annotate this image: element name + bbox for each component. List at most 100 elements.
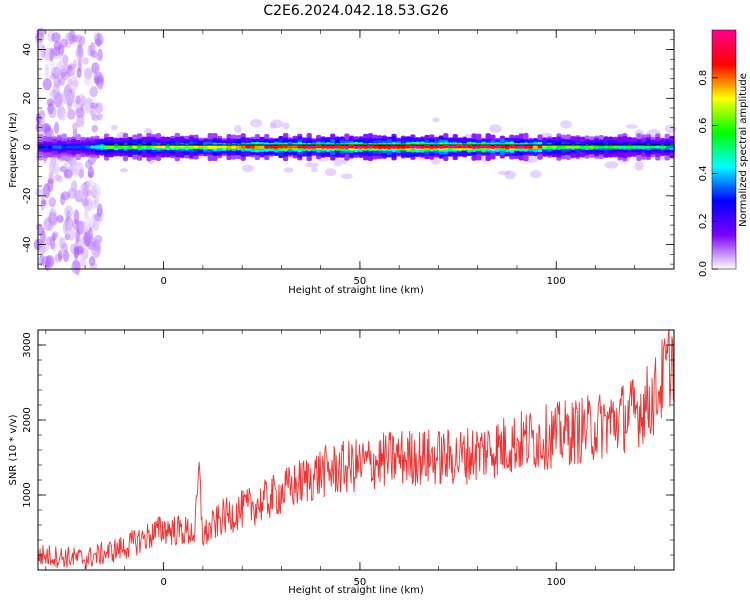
spectrogram-noise-cell — [489, 124, 502, 133]
spectrogram-cell — [56, 145, 63, 149]
spectrogram-noise-cell — [41, 255, 52, 268]
spectrogram-cell — [353, 145, 359, 149]
spectrogram-cell — [532, 145, 538, 149]
spectrogram-cell — [169, 145, 176, 149]
spectrogram-noise-cell — [84, 67, 93, 80]
spectrogram-cell — [320, 145, 326, 149]
spectrogram-cell — [61, 145, 67, 149]
spectrogram-cell — [179, 145, 185, 149]
spectrogram-noise-cell — [72, 122, 79, 132]
spectrogram-cell — [207, 145, 213, 149]
colorbar-label: Normalized spectral amplitude — [738, 73, 749, 227]
spectrogram-cell — [391, 145, 397, 149]
spectrogram-cell — [494, 145, 501, 149]
spectrogram-cell — [518, 145, 524, 149]
spectrogram-cell — [259, 145, 265, 149]
snr-frame — [37, 329, 675, 571]
spectrogram-noise-cell — [57, 76, 66, 86]
spectrogram-noise-cell — [42, 78, 52, 91]
spectrogram-y-tick-label: 40 — [22, 43, 33, 56]
spectrogram-noise-cell — [93, 72, 98, 81]
spectrogram-noise-cell — [604, 161, 619, 169]
spectrogram-noise-cell — [83, 210, 89, 220]
spectrogram-cell — [537, 145, 543, 149]
snr-y-axis-label: SNR (10 * v/v) — [8, 414, 19, 485]
spectrogram-noise-cell — [81, 220, 87, 235]
spectrogram-cell — [419, 145, 425, 149]
spectrogram-x-tick-label: 50 — [354, 276, 367, 287]
spectrogram-cell — [433, 145, 440, 149]
spectrogram-noise-cell — [120, 168, 129, 173]
spectrogram-noise-cell — [85, 216, 92, 232]
spectrogram-cell — [174, 145, 180, 149]
spectrogram-cell — [226, 145, 232, 149]
spectrogram-cell — [509, 145, 515, 149]
spectrogram-cell — [94, 145, 100, 149]
spectrogram-cell — [485, 145, 491, 149]
spectrogram-noise-cell — [76, 67, 82, 79]
snr-y-tick-label: 2000 — [22, 407, 33, 432]
spectrogram-cell — [311, 145, 317, 149]
spectrogram-cell — [184, 145, 190, 149]
spectrogram-noise-cell — [65, 92, 75, 106]
spectrogram-cell — [292, 145, 298, 149]
spectrogram-cell — [47, 145, 53, 149]
spectrogram-noise-cell — [83, 76, 91, 86]
spectrogram-noise-cell — [59, 38, 69, 48]
spectrogram-cell — [584, 145, 590, 149]
spectrogram-x-tick-label: 0 — [160, 276, 166, 287]
spectrogram-cell — [622, 145, 628, 149]
spectrogram-cell — [278, 145, 284, 149]
spectrogram-noise-cell — [48, 171, 54, 183]
spectrogram-cell — [377, 145, 383, 149]
spectrogram-cell — [381, 145, 388, 149]
spectrogram-cell — [367, 145, 374, 149]
spectrogram-noise-cell — [111, 124, 118, 131]
spectrogram-cell — [198, 145, 204, 149]
spectrogram-cell — [297, 145, 303, 149]
spectrogram-noise-cell — [56, 214, 64, 223]
spectrogram-cell — [527, 145, 534, 149]
spectrogram-cell — [240, 145, 246, 149]
spectrogram-noise-cell — [62, 219, 68, 235]
spectrogram-x-axis-label: Height of straight line (km) — [288, 285, 424, 296]
spectrogram-cell — [80, 145, 86, 149]
spectrogram-noise-cell — [432, 117, 440, 123]
spectrogram-cell — [85, 145, 91, 149]
spectrogram-noise-cell — [93, 197, 99, 204]
spectrogram-cell — [165, 145, 171, 149]
spectrogram-cell — [424, 145, 430, 149]
spectrogram-noise-cell — [525, 154, 539, 164]
spectrogram-cell — [330, 145, 336, 149]
spectrogram-noise-cell — [79, 258, 87, 268]
colorbar-gradient — [711, 29, 737, 270]
snr-axes: 0 50 100 1000 2000 3000 — [22, 329, 675, 588]
spectrogram-noise-cell — [88, 256, 96, 267]
spectrogram-noise-cell — [73, 59, 78, 68]
spectrogram-cell — [504, 145, 510, 149]
spectrogram-panel: 0 50 100 -40 -20 0 20 40 Height of straight lin… — [8, 27, 677, 296]
spectrogram-noise-cell — [74, 260, 81, 276]
spectrogram-noise-cell — [81, 198, 89, 207]
colorbar-tick-label: 0.0 — [698, 261, 709, 277]
snr-line — [37, 329, 675, 569]
spectrogram-cell — [188, 145, 195, 149]
spectrogram-noise-cell — [664, 124, 677, 134]
spectrogram-noise-cell — [91, 65, 97, 74]
spectrogram-noise-cell — [52, 46, 61, 57]
spectrogram-cell — [546, 145, 553, 149]
spectrogram-noise-cell — [87, 171, 93, 178]
spectrogram-cell — [268, 145, 275, 149]
spectrogram-cell — [462, 145, 468, 149]
spectrogram-cell — [612, 145, 619, 149]
spectrogram-cell — [476, 145, 482, 149]
spectrogram-cell — [641, 145, 647, 149]
spectrogram-cell — [132, 145, 138, 149]
spectrogram-noise-cell — [241, 164, 254, 173]
spectrogram-noise-cell — [64, 205, 74, 219]
spectrogram-cell — [429, 145, 435, 149]
spectrogram-cell — [438, 145, 444, 149]
spectrogram-cell — [386, 145, 392, 149]
spectrogram-cell — [636, 145, 642, 149]
spectrogram-cell — [348, 145, 355, 149]
